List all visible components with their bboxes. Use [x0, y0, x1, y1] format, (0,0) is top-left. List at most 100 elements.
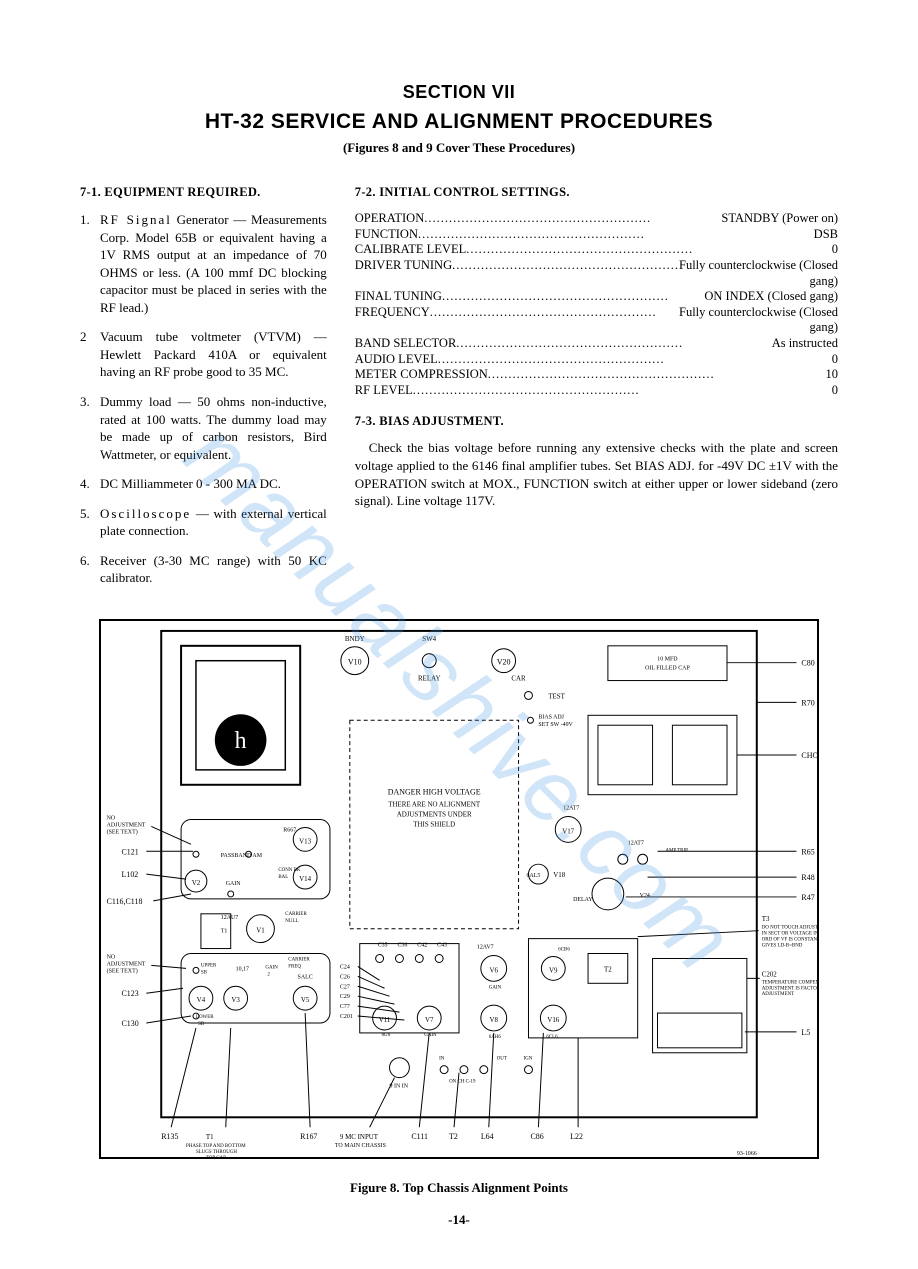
svg-text:T1: T1 — [221, 929, 228, 935]
svg-text:12AT7: 12AT7 — [628, 840, 644, 846]
setting-row: RF LEVEL................................… — [355, 383, 838, 399]
svg-text:GAIN: GAIN — [265, 965, 278, 970]
svg-text:BIAS ADJ: BIAS ADJ — [538, 714, 564, 720]
svg-text:ADJUSTMENT: ADJUSTMENT — [107, 822, 146, 828]
svg-text:L5: L5 — [801, 1028, 810, 1037]
svg-text:RELAY: RELAY — [418, 674, 441, 682]
svg-text:SLUGS THROUGH: SLUGS THROUGH — [196, 1150, 237, 1155]
chassis-diagram: h V10 BNDY SW4 RELAY V20 TEST CAR BIAS A… — [99, 619, 819, 1159]
svg-text:TEMPERATURE COMPENSATION: TEMPERATURE COMPENSATION — [762, 980, 819, 985]
svg-text:GIVES LD-B=BND: GIVES LD-B=BND — [762, 943, 803, 948]
equipment-heading: 7-1. EQUIPMENT REQUIRED. — [80, 184, 327, 201]
svg-text:10,17: 10,17 — [236, 966, 249, 972]
svg-text:R667: R667 — [283, 827, 296, 833]
svg-text:h: h — [235, 728, 247, 754]
svg-text:6AH6: 6AH6 — [489, 1035, 502, 1040]
svg-text:GAIN: GAIN — [226, 881, 242, 887]
figure-caption: Figure 8. Top Chassis Alignment Points — [80, 1179, 838, 1197]
bias-paragraph: Check the bias voltage before running an… — [355, 439, 838, 509]
svg-text:SALC: SALC — [298, 974, 313, 980]
setting-row: AUDIO LEVEL.............................… — [355, 352, 838, 368]
svg-text:ADJUSTMENTS UNDER: ADJUSTMENTS UNDER — [397, 810, 472, 818]
svg-text:IN: IN — [439, 1057, 445, 1062]
svg-text:L64: L64 — [481, 1132, 494, 1141]
svg-text:OIL FILLED CAP: OIL FILLED CAP — [645, 666, 690, 672]
svg-text:6AL5: 6AL5 — [526, 873, 540, 879]
svg-text:R135: R135 — [161, 1132, 178, 1141]
list-item: 1.RF Signal Generator — Measurements Cor… — [80, 211, 327, 316]
svg-text:93-1066: 93-1066 — [737, 1151, 757, 1157]
svg-text:6CL6: 6CL6 — [546, 1035, 558, 1040]
svg-text:V4: V4 — [197, 996, 206, 1004]
figure-wrap: h V10 BNDY SW4 RELAY V20 TEST CAR BIAS A… — [80, 619, 838, 1229]
svg-text:V1: V1 — [256, 927, 265, 935]
svg-text:C202: C202 — [762, 970, 778, 978]
svg-text:V10: V10 — [348, 658, 362, 667]
section-number: SECTION VII — [80, 80, 838, 104]
svg-text:CAR: CAR — [511, 674, 526, 682]
svg-text:2: 2 — [267, 972, 270, 977]
setting-row: METER COMPRESSION.......................… — [355, 367, 838, 383]
svg-text:V7: V7 — [425, 1016, 434, 1024]
svg-text:AMP TRIP: AMP TRIP — [665, 848, 688, 853]
svg-text:TEST: TEST — [548, 692, 565, 700]
svg-text:V5: V5 — [301, 996, 310, 1004]
svg-text:C86: C86 — [530, 1132, 543, 1141]
svg-text:C201: C201 — [340, 1014, 353, 1020]
svg-text:OUT: OUT — [497, 1057, 507, 1062]
svg-text:C123: C123 — [122, 989, 139, 998]
svg-text:V17: V17 — [562, 827, 574, 835]
svg-text:V6: V6 — [489, 966, 498, 974]
svg-text:GAIN: GAIN — [424, 1033, 437, 1038]
svg-text:TO MAIN CHASSIS: TO MAIN CHASSIS — [335, 1143, 386, 1149]
svg-text:6U8: 6U8 — [382, 1033, 391, 1038]
svg-text:C24: C24 — [340, 964, 350, 970]
svg-text:SET SW -49V: SET SW -49V — [538, 722, 573, 728]
bias-heading: 7-3. BIAS ADJUSTMENT. — [355, 413, 838, 430]
svg-text:C36: C36 — [397, 942, 407, 948]
svg-text:6CB6: 6CB6 — [558, 947, 570, 952]
list-item: 6.Receiver (3-30 MC range) with 50 KC ca… — [80, 552, 327, 587]
svg-text:ON CH C-19: ON CH C-19 — [449, 1079, 476, 1084]
svg-text:PHASE TOP AND BOTTOM: PHASE TOP AND BOTTOM — [186, 1144, 246, 1149]
svg-text:9 IN IN: 9 IN IN — [390, 1083, 409, 1089]
svg-text:C77: C77 — [340, 1004, 350, 1010]
list-item: 5.Oscilloscope — with external vertical … — [80, 505, 327, 540]
svg-text:T2: T2 — [604, 965, 612, 973]
svg-text:CHOKE: CHOKE — [801, 751, 819, 760]
svg-text:PASSBAND AM: PASSBAND AM — [221, 853, 263, 859]
svg-text:9 MC INPUT: 9 MC INPUT — [340, 1133, 379, 1141]
svg-text:V16: V16 — [547, 1016, 559, 1024]
svg-text:CARRIER: CARRIER — [285, 912, 307, 917]
svg-text:FREQ: FREQ — [288, 964, 301, 969]
svg-text:TOP CAP: TOP CAP — [206, 1156, 226, 1159]
setting-row: FREQUENCY...............................… — [355, 305, 838, 321]
svg-text:V18: V18 — [553, 871, 565, 879]
svg-text:V2: V2 — [192, 879, 201, 887]
svg-text:12AT7: 12AT7 — [563, 805, 579, 811]
svg-text:R47: R47 — [801, 893, 814, 902]
svg-text:C43: C43 — [437, 942, 447, 948]
settings-heading: 7-2. INITIAL CONTROL SETTINGS. — [355, 184, 838, 201]
page-header: SECTION VII HT-32 SERVICE AND ALIGNMENT … — [80, 80, 838, 156]
setting-row: FUNCTION................................… — [355, 227, 838, 243]
svg-text:C111: C111 — [411, 1132, 428, 1141]
svg-text:C29: C29 — [340, 994, 350, 1000]
svg-text:C80: C80 — [801, 659, 814, 668]
page-number: -14- — [80, 1211, 838, 1229]
content-columns: 7-1. EQUIPMENT REQUIRED. 1.RF Signal Gen… — [80, 184, 838, 599]
svg-text:SW4: SW4 — [422, 635, 436, 643]
svg-text:THIS SHIELD: THIS SHIELD — [413, 820, 455, 828]
svg-text:12AU7: 12AU7 — [221, 915, 239, 921]
setting-row-cont: gang) — [355, 274, 838, 290]
right-column: 7-2. INITIAL CONTROL SETTINGS. OPERATION… — [355, 184, 838, 599]
svg-text:10 MFD: 10 MFD — [657, 657, 678, 663]
svg-text:V8: V8 — [489, 1016, 498, 1024]
svg-text:ADJUSTMENT: ADJUSTMENT — [762, 992, 794, 997]
svg-text:NO: NO — [107, 815, 116, 821]
list-item: 3.Dummy load — 50 ohms non-inductive, ra… — [80, 393, 327, 463]
svg-text:V20: V20 — [497, 658, 511, 667]
svg-text:SB: SB — [201, 970, 208, 975]
svg-text:R48: R48 — [801, 873, 814, 882]
svg-text:ADJUSTMENT: ADJUSTMENT — [107, 961, 146, 967]
